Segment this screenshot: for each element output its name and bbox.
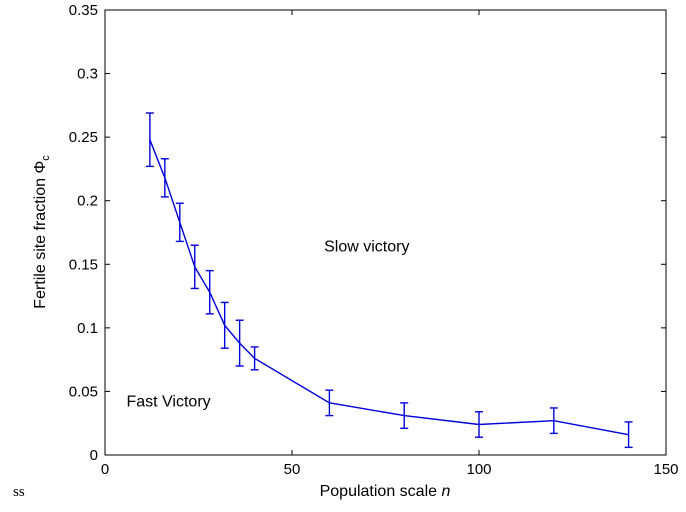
plot-area [104,9,667,456]
error-bar [250,346,259,371]
x-tick-label: 0 [101,461,109,478]
y-tick-label: 0.25 [69,129,98,146]
plot-frame [104,9,667,456]
annotation-label: Fast Victory [126,394,210,411]
error-bar [220,301,229,349]
x-tick-label: 100 [466,461,491,478]
y-tick-label: 0.15 [69,256,98,273]
error-bar [235,319,244,367]
y-tick-label: 0.05 [69,383,98,400]
x-axis-label: Population scale n [320,483,451,500]
y-tick-label: 0.3 [77,66,98,83]
series-line [149,139,629,436]
y-tick-label: 0.35 [69,2,98,19]
stray-text: ss [13,484,25,500]
y-axis-label: Fertile site fraction Φc [32,155,52,309]
error-bar [145,112,154,168]
error-bar [205,269,214,315]
x-tick-label: 150 [653,461,678,478]
y-axis: 0 0.05 0.1 0.15 0.2 0.25 0.3 0.35 [69,2,666,464]
error-bar [190,244,199,290]
error-bar [400,402,409,429]
annotations: Slow victory Fast Victory [126,239,409,411]
error-bar [175,202,184,243]
x-tick-label: 50 [284,461,301,478]
x-axis: 0 50 100 150 [101,10,679,478]
error-bar [549,407,558,435]
error-bar [325,389,334,417]
error-bar [475,411,483,438]
series-layer [145,112,633,449]
y-tick-label: 0.2 [77,193,98,210]
error-bar [624,421,633,449]
error-bar [160,158,169,198]
y-tick-label: 0.1 [77,320,98,337]
annotation-label: Slow victory [324,239,409,256]
y-tick-label: 0 [90,447,98,464]
